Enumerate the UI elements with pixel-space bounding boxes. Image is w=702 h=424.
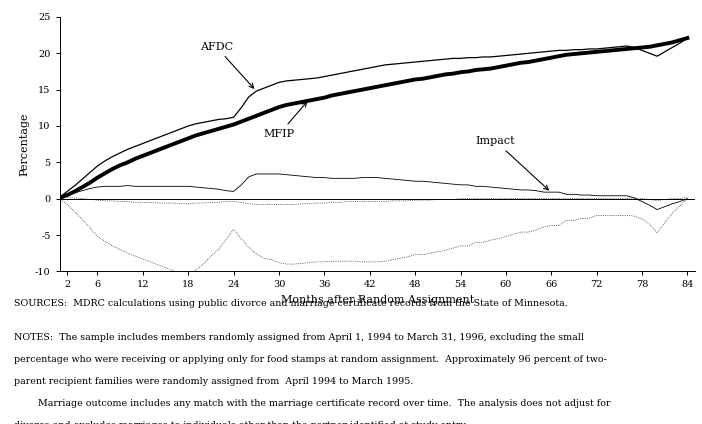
Y-axis label: Percentage: Percentage	[20, 112, 29, 176]
Text: Marriage outcome includes any match with the marriage certificate record over ti: Marriage outcome includes any match with…	[14, 399, 611, 408]
Text: parent recipient families were randomly assigned from  April 1994 to March 1995.: parent recipient families were randomly …	[14, 377, 413, 386]
Text: divorce and excludes marriages to individuals other than the partner identified : divorce and excludes marriages to indivi…	[14, 421, 468, 424]
Text: NOTES:  The sample includes members randomly assigned from April 1, 1994 to Marc: NOTES: The sample includes members rando…	[14, 333, 584, 342]
Text: Impact: Impact	[476, 136, 548, 190]
Text: percentage who were receiving or applying only for food stamps at random assignm: percentage who were receiving or applyin…	[14, 355, 607, 364]
X-axis label: Months after Random Assignment: Months after Random Assignment	[281, 295, 474, 305]
Text: AFDC: AFDC	[199, 42, 253, 88]
Text: MFIP: MFIP	[264, 102, 307, 139]
Text: SOURCES:  MDRC calculations using public divorce and marriage certificate record: SOURCES: MDRC calculations using public …	[14, 299, 568, 308]
